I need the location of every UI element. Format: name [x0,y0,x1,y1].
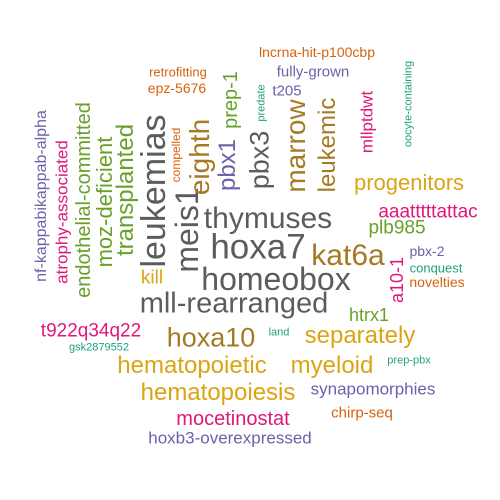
word-synapomorphies: synapomorphies [310,379,436,399]
word-progenitors: progenitors [353,170,465,195]
word-homeobox: homeobox [201,261,351,297]
word-oocyte-containing: oocyte-containing [402,60,415,148]
word-plb985: plb985 [368,217,426,239]
word-leukemias: leukemias [135,114,173,268]
word-nf-kappabikappab-alpha: nf-kappabikappab-alpha [33,110,50,282]
word-hematopoiesis: hematopoiesis [140,379,296,406]
word-meis1: meis1 [169,187,205,273]
word-thymuses: thymuses [203,202,333,235]
word-epz-5676: epz-5676 [147,80,207,96]
word-hoxa7: hoxa7 [210,227,306,267]
word-mllptdwt: mllptdwt [357,90,377,154]
word-leukemic: leukemic [314,97,341,193]
word-kill: kill [140,267,164,289]
word-htrx1: htrx1 [348,305,390,325]
word-gsk2879552: gsk2879552 [69,341,129,354]
word-a10-1: a10-1 [387,256,407,304]
word-prep-1: prep-1 [220,71,242,129]
word-novelties: novelties [409,274,465,290]
word-fully-grown: fully-grown [276,63,350,81]
word-myeloid: myeloid [290,352,374,379]
word-mocetinostat: mocetinostat [176,408,290,430]
word-transplanted: transplanted [112,123,139,257]
word-endothelial-committed: endothelial-committed [73,102,95,298]
word-aaatttttattac: aaatttttattac [378,201,478,223]
word-separately: separately [304,322,416,349]
word-pbx3: pbx3 [244,130,275,190]
word-hoxa10: hoxa10 [166,322,256,353]
word-predate: predate [255,84,268,122]
word-chirp-seq: chirp-seq [331,404,393,422]
word-retrofitting: retrofitting [149,64,207,80]
word-t205: t205 [272,82,302,100]
word-lncrna-hit-p100cbp: lncrna-hit-p100cbp [259,44,375,60]
word-moz-deficient: moz-deficient [92,136,117,268]
word-pbx1: pbx1 [214,138,241,192]
word-marrow: marrow [280,99,311,193]
word-eighth: eighth [184,118,215,196]
word-pbx-2: pbx-2 [409,243,445,259]
word-atrophy-associated: atrophy-associated [52,140,72,284]
word-compelled: compelled [169,127,183,183]
word-t922q34q22: t922q34q22 [40,320,142,342]
word-land: land [268,326,290,339]
word-mll-rearranged: mll-rearranged [139,287,329,320]
word-kat6a: kat6a [311,239,385,272]
word-hoxb3-overexpressed: hoxb3-overexpressed [148,428,312,448]
word-conquest: conquest [409,260,463,276]
word-hematopoietic: hematopoietic [117,352,267,379]
word-prep-pbx: prep-pbx [387,354,431,367]
